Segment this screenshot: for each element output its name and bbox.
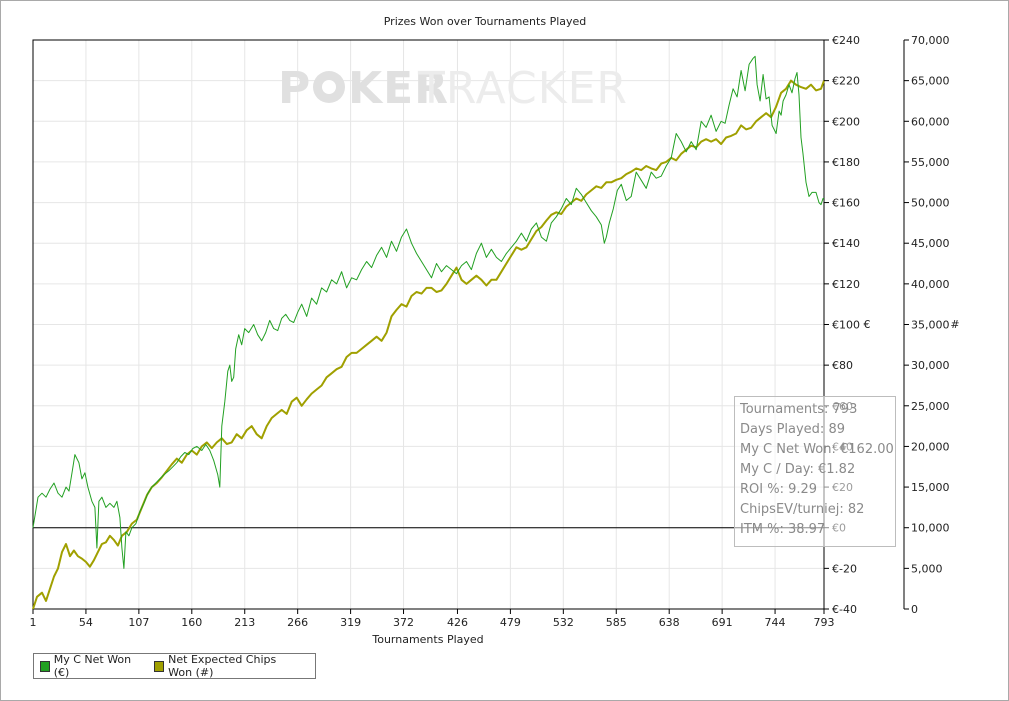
watermark-ker: KER (348, 63, 449, 114)
y-axis-right: 70,000 65,000 60,000 55,000 50,000 45,000 40,0… (903, 34, 950, 616)
watermark-tracker: TRACKER (417, 63, 628, 114)
x-tick-label: 319 (340, 616, 361, 629)
y-left-tick-label: €240 (832, 34, 860, 47)
y-right-tick-label: 45,000 (911, 237, 950, 250)
x-tick-label: 793 (814, 616, 835, 629)
stat-itm: ITM %: 38.97 (740, 522, 826, 537)
x-tick-label: 160 (181, 616, 202, 629)
legend-swatch-expected-chips (154, 660, 165, 672)
y-right-tick-label: 65,000 (911, 75, 950, 88)
x-axis-label: Tournaments Played (371, 633, 483, 646)
y-right-tick-label: 70,000 (911, 34, 950, 47)
stat-net-won: My C Net Won: €162.00 (740, 442, 894, 457)
grid (32, 39, 825, 610)
y-left-tick-label: €180 (832, 156, 860, 169)
x-tick-label: 426 (447, 616, 468, 629)
y-right-tick-label: 15,000 (911, 481, 950, 494)
legend-label-net-won: My C Net Won (€) (53, 653, 132, 679)
y-left-tick-label: €220 (832, 75, 860, 88)
watermark-chip-center (322, 80, 336, 94)
x-tick-label: 266 (287, 616, 308, 629)
watermark-p: P (278, 63, 311, 114)
y-right-tick-label: 5,000 (911, 562, 943, 575)
series-line-net-won (32, 55, 824, 569)
x-tick-label: 691 (712, 616, 733, 629)
y-axis-right-label: # (950, 318, 959, 331)
y-axis-left-label: € (864, 318, 871, 331)
y-left-tick-label: €-40 (832, 603, 857, 616)
stat-per-day: My C / Day: €1.82 (740, 462, 856, 477)
x-axis: 1 54 107 160 213 266 319 372 426 479 532 585 638 691 7… (30, 609, 835, 629)
series-layer (32, 55, 825, 610)
stat-days-played: Days Played: 89 (740, 422, 845, 437)
chart-title: Prizes Won over Tournaments Played (384, 15, 587, 28)
y-right-tick-label: 0 (911, 603, 918, 616)
x-tick-label: 107 (128, 616, 149, 629)
x-tick-label: 372 (393, 616, 414, 629)
y-right-tick-label: 20,000 (911, 440, 950, 453)
stat-tournaments: Tournaments: 793 (740, 402, 858, 417)
y-right-tick-label: 10,000 (911, 522, 950, 535)
y-left-tick-label: €80 (832, 359, 853, 372)
y-left-tick-label: €-20 (832, 562, 857, 575)
legend: My C Net Won (€) Net Expected Chips Won … (33, 653, 316, 679)
stats-box: Tournaments: 793 Days Played: 89 My C Ne… (734, 396, 896, 547)
y-left-tick-label: €100 (832, 319, 860, 332)
x-tick-label: 638 (659, 616, 680, 629)
y-left-tick-label: €160 (832, 197, 860, 210)
y-right-tick-label: 55,000 (911, 156, 950, 169)
pokertracker-watermark: P KER TRACKER (278, 63, 628, 114)
legend-swatch-net-won (40, 660, 50, 672)
y-left-tick-label: €200 (832, 115, 860, 128)
x-tick-label: 1 (30, 616, 37, 629)
y-right-tick-label: 60,000 (911, 115, 950, 128)
legend-label-expected-chips: Net Expected Chips Won (#) (168, 653, 277, 679)
x-tick-label: 213 (234, 616, 255, 629)
x-tick-label: 54 (79, 616, 93, 629)
x-tick-label: 744 (765, 616, 786, 629)
y-right-tick-label: 25,000 (911, 400, 950, 413)
stat-roi: ROI %: 9.29 (740, 482, 818, 497)
stat-chipsev: ChipsEV/turniej: 82 (740, 502, 865, 517)
y-right-tick-label: 30,000 (911, 359, 950, 372)
x-tick-label: 479 (500, 616, 521, 629)
legend-item-net-won[interactable]: My C Net Won (€) (40, 653, 136, 679)
series-line-expected-chips (32, 79, 825, 610)
legend-item-expected-chips[interactable]: Net Expected Chips Won (#) (154, 653, 303, 679)
y-left-tick-label: €140 (832, 237, 860, 250)
x-tick-label: 585 (606, 616, 627, 629)
y-right-tick-label: 35,000 (911, 319, 950, 332)
y-left-tick-label: €120 (832, 278, 860, 291)
y-right-tick-label: 50,000 (911, 197, 950, 210)
y-right-tick-label: 40,000 (911, 278, 950, 291)
x-tick-label: 532 (553, 616, 574, 629)
